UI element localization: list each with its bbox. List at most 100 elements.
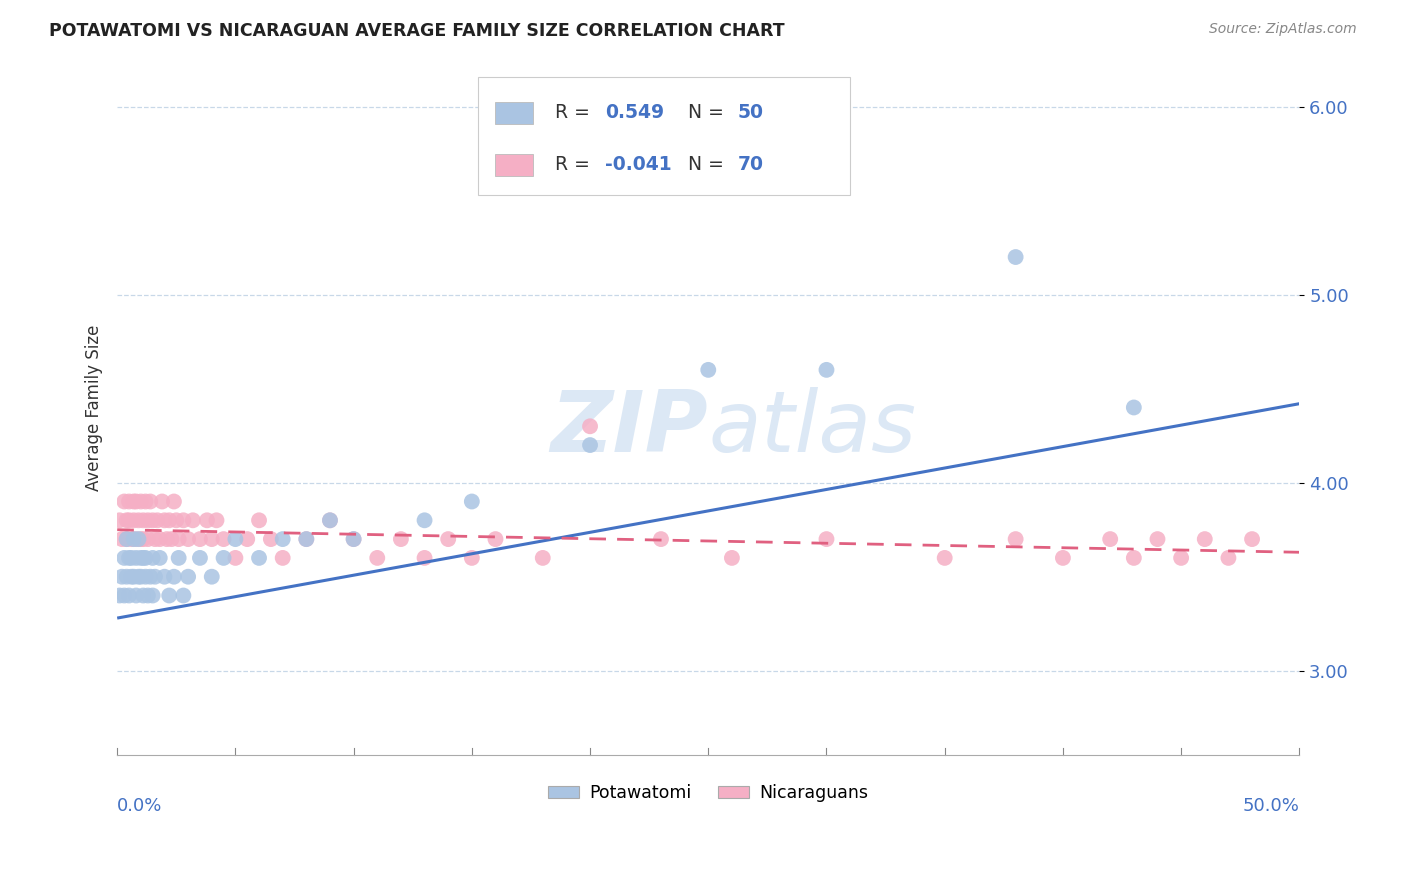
Point	[160, 532, 183, 546]
Text: N =: N =	[688, 155, 730, 174]
Text: atlas: atlas	[709, 387, 917, 470]
Point	[181, 513, 204, 527]
Point	[132, 513, 155, 527]
Point	[1004, 250, 1026, 264]
Y-axis label: Average Family Size: Average Family Size	[86, 325, 103, 491]
Point	[125, 550, 148, 565]
Point	[143, 532, 166, 546]
Point	[815, 532, 838, 546]
Point	[146, 513, 169, 527]
Point	[132, 532, 155, 546]
Point	[195, 513, 218, 527]
Point	[212, 532, 235, 546]
Point	[343, 532, 366, 546]
Point	[122, 513, 145, 527]
Point	[135, 570, 157, 584]
Text: POTAWATOMI VS NICARAGUAN AVERAGE FAMILY SIZE CORRELATION CHART: POTAWATOMI VS NICARAGUAN AVERAGE FAMILY …	[49, 22, 785, 40]
Point	[1170, 550, 1192, 565]
Point	[120, 550, 142, 565]
Legend: Potawatomi, Nicaraguans: Potawatomi, Nicaraguans	[541, 778, 876, 809]
Point	[129, 570, 152, 584]
Point	[108, 589, 131, 603]
Point	[149, 532, 172, 546]
Point	[366, 550, 388, 565]
Point	[112, 494, 135, 508]
Point	[167, 550, 190, 565]
Point	[125, 494, 148, 508]
Text: ZIP: ZIP	[551, 387, 709, 470]
Point	[115, 570, 138, 584]
Point	[129, 494, 152, 508]
Point	[165, 513, 187, 527]
Point	[163, 570, 186, 584]
Text: -0.041: -0.041	[606, 155, 672, 174]
Point	[188, 532, 211, 546]
Point	[579, 438, 602, 452]
Point	[157, 513, 180, 527]
Point	[115, 532, 138, 546]
Point	[150, 494, 173, 508]
Point	[125, 532, 148, 546]
Point	[1122, 550, 1144, 565]
Point	[129, 550, 152, 565]
Point	[132, 550, 155, 565]
Point	[125, 589, 148, 603]
Point	[413, 513, 436, 527]
Point	[295, 532, 318, 546]
Text: 0.549: 0.549	[606, 103, 665, 122]
Point	[271, 550, 294, 565]
Point	[122, 494, 145, 508]
Point	[212, 550, 235, 565]
Point	[271, 532, 294, 546]
Point	[205, 513, 228, 527]
Point	[120, 570, 142, 584]
Point	[118, 589, 141, 603]
Point	[815, 363, 838, 377]
Point	[934, 550, 956, 565]
Point	[136, 532, 159, 546]
Point	[1122, 401, 1144, 415]
Point	[163, 494, 186, 508]
Text: R =: R =	[554, 103, 596, 122]
Point	[115, 532, 138, 546]
Point	[579, 419, 602, 434]
Text: 70: 70	[738, 155, 763, 174]
Point	[153, 570, 176, 584]
Point	[319, 513, 342, 527]
Text: 50: 50	[738, 103, 763, 122]
Point	[484, 532, 506, 546]
Point	[319, 513, 342, 527]
Point	[188, 550, 211, 565]
FancyBboxPatch shape	[495, 153, 533, 176]
Point	[389, 532, 412, 546]
FancyBboxPatch shape	[495, 102, 533, 124]
Point	[120, 532, 142, 546]
Point	[136, 589, 159, 603]
Point	[1241, 532, 1264, 546]
Point	[127, 570, 149, 584]
Point	[177, 532, 200, 546]
FancyBboxPatch shape	[478, 77, 851, 195]
Point	[129, 532, 152, 546]
Point	[224, 532, 246, 546]
Point	[157, 589, 180, 603]
Point	[136, 513, 159, 527]
Point	[201, 570, 224, 584]
Point	[127, 513, 149, 527]
Point	[531, 550, 554, 565]
Point	[135, 550, 157, 565]
Point	[236, 532, 259, 546]
Point	[413, 550, 436, 565]
Point	[1218, 550, 1240, 565]
Point	[172, 513, 194, 527]
Point	[201, 532, 224, 546]
Point	[143, 570, 166, 584]
Point	[1194, 532, 1216, 546]
Point	[142, 550, 165, 565]
Point	[697, 363, 720, 377]
Point	[135, 494, 157, 508]
Point	[247, 513, 270, 527]
Point	[118, 550, 141, 565]
Point	[118, 494, 141, 508]
Point	[650, 532, 672, 546]
